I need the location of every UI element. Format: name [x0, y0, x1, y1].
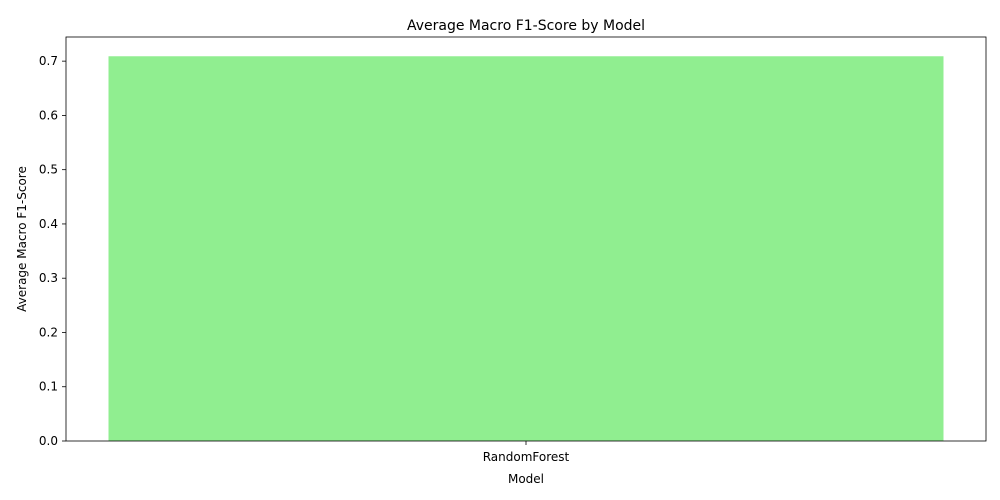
y-axis-label: Average Macro F1-Score [15, 166, 29, 312]
bar-randomforest [108, 56, 944, 441]
y-tick-label: 0.3 [39, 271, 58, 285]
chart-title: Average Macro F1-Score by Model [407, 18, 645, 34]
y-tick-label: 0.0 [39, 434, 58, 448]
y-tick-label: 0.7 [39, 54, 58, 68]
y-tick-label: 0.4 [39, 217, 58, 231]
plot-area [65, 36, 987, 442]
y-tick-label: 0.1 [39, 380, 58, 394]
y-axis-ticks: 0.0 0.1 0.2 0.3 0.4 0.5 0.6 0.7 [39, 54, 66, 448]
y-tick-label: 0.6 [39, 108, 58, 122]
x-axis-label: Model [508, 472, 544, 486]
y-tick-label: 0.2 [39, 325, 58, 339]
x-tick-label: RandomForest [483, 450, 570, 464]
y-tick-label: 0.5 [39, 163, 58, 177]
x-axis-ticks: RandomForest [483, 441, 570, 464]
